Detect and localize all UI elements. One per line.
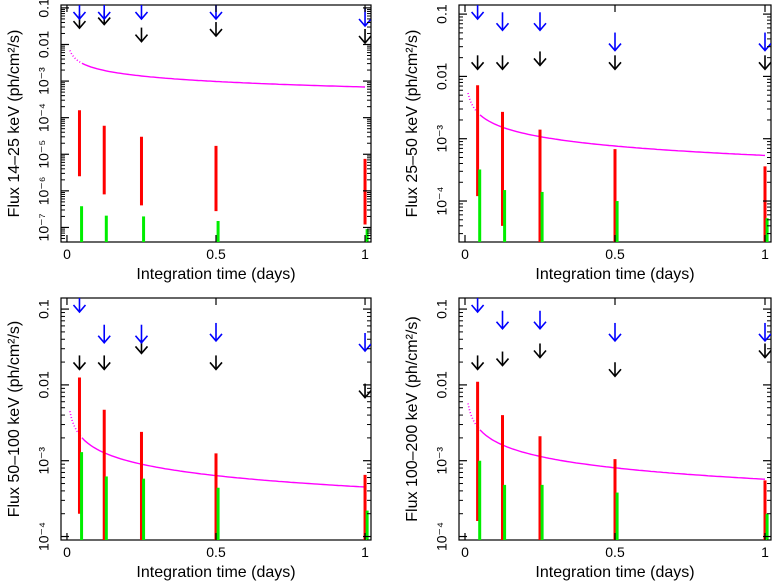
blue-arrow-icon (608, 32, 622, 52)
x-axis-label: Integration time (days) (136, 266, 295, 283)
blue-arrow-icon (533, 310, 547, 330)
blue-arrow-icon (134, 5, 149, 21)
y-axis-label: Flux 25–50 keV (ph/cm²/s) (404, 30, 421, 218)
y-tick-label: 10⁻³ (36, 447, 52, 475)
x-tick-label: 1 (361, 544, 369, 560)
x-tick-label: 1 (361, 246, 369, 262)
y-tick-label: 10⁻⁵ (36, 140, 52, 169)
x-tick-label: 0 (63, 246, 71, 262)
blue-arrow-icon (533, 12, 547, 32)
black-arrow-icon (209, 22, 223, 38)
x-tick-label: 0.5 (206, 246, 226, 262)
y-tick-label: 10⁻³ (36, 67, 52, 95)
y-tick-label: 10⁻⁷ (36, 213, 52, 241)
y-tick-label: 10⁻³ (434, 447, 450, 475)
blue-arrow-icon (758, 322, 771, 343)
plot-area (467, 5, 771, 242)
black-arrow-icon (470, 355, 485, 371)
x-tick-label: 0.5 (206, 544, 226, 560)
blue-arrow-icon (134, 324, 149, 344)
x-tick-label: 1 (761, 246, 769, 262)
y-tick-label: 10⁻⁴ (36, 103, 52, 132)
y-tick-label: 10⁻⁴ (36, 522, 52, 551)
blue-arrow-icon (358, 332, 371, 353)
blue-arrow-icon (495, 310, 510, 330)
y-tick-label: 0.1 (36, 299, 52, 319)
x-tick-label: 0.5 (605, 246, 625, 262)
black-arrow-icon (495, 55, 510, 71)
y-tick-label: 0.01 (36, 31, 52, 58)
sensitivity-curve (479, 114, 766, 157)
black-arrow-icon (533, 51, 547, 67)
black-arrow-icon (134, 27, 149, 43)
y-tick-label: 0.1 (434, 4, 450, 24)
y-tick-label: 10⁻⁶ (36, 176, 52, 205)
black-arrow-icon (608, 55, 622, 71)
sensitivity-curve (81, 437, 366, 488)
y-tick-label: 10⁻⁴ (434, 187, 450, 216)
panel-2: 0 0.5 1 10⁻⁴ 10⁻³ 0.01 0.1 Integration time (da… (404, 4, 772, 283)
sensitivity-curve-start (467, 92, 480, 115)
panel-1: 0 0.5 1 10⁻⁷ 10⁻⁶ 10⁻⁵ 10⁻⁴ 10⁻³ 0.01 0.1 Integrat… (6, 0, 372, 283)
y-tick-label: 10⁻⁴ (434, 522, 450, 551)
black-arrow-icon (72, 355, 87, 371)
x-tick-label: 0 (461, 246, 469, 262)
black-arrow-icon (470, 55, 485, 71)
panel-4: 0 0.5 1 10⁻⁴ 10⁻³ 0.01 0.1 Integration time (da… (404, 297, 772, 581)
black-arrow-icon (358, 383, 371, 399)
blue-arrow-icon (72, 298, 87, 314)
x-tick-label: 0 (63, 544, 71, 560)
black-arrow-icon (533, 343, 547, 359)
plot-area (467, 298, 771, 540)
blue-arrow-icon (97, 5, 111, 21)
blue-arrow-icon (72, 5, 87, 21)
black-arrow-icon (358, 28, 371, 45)
y-axis-label: Flux 50–100 keV (ph/cm²/s) (6, 321, 23, 518)
y-tick-label: 0.01 (36, 371, 52, 398)
black-arrow-icon (209, 355, 223, 371)
x-tick-label: 0.5 (605, 544, 625, 560)
x-axis-label: Integration time (days) (535, 266, 694, 283)
panel-3: 0 0.5 1 10⁻⁴ 10⁻³ 0.01 0.1 Integration time (da… (6, 297, 372, 581)
black-arrow-icon (495, 351, 510, 367)
blue-arrow-icon (758, 32, 771, 52)
sensitivity-curve (81, 62, 366, 88)
blue-arrow-icon (495, 12, 510, 32)
plot-area (69, 5, 371, 242)
black-arrow-icon (758, 55, 771, 71)
y-axis-label: Flux 14–25 keV (ph/cm²/s) (6, 30, 23, 218)
sensitivity-curve-start (69, 50, 82, 64)
sensitivity-curve (479, 429, 766, 480)
y-axis-label: Flux 100–200 keV (ph/cm²/s) (404, 316, 421, 521)
y-tick-label: 0.1 (434, 299, 450, 319)
blue-arrow-icon (470, 5, 485, 21)
black-arrow-icon (97, 355, 111, 371)
x-tick-label: 0 (461, 544, 469, 560)
plot-area (69, 298, 371, 540)
black-arrow-icon (608, 362, 622, 378)
y-tick-label: 0.01 (434, 63, 450, 90)
y-tick-label: 0.01 (434, 371, 450, 398)
x-tick-label: 1 (761, 544, 769, 560)
x-axis-label: Integration time (days) (535, 564, 694, 581)
y-tick-label: 0.1 (36, 0, 52, 18)
blue-arrow-icon (209, 322, 223, 343)
y-tick-label: 10⁻³ (434, 125, 450, 153)
x-axis-label: Integration time (days) (136, 564, 295, 581)
blue-arrow-icon (608, 322, 622, 343)
blue-arrow-icon (470, 298, 485, 314)
blue-arrow-icon (97, 324, 111, 344)
black-arrow-icon (758, 343, 771, 359)
